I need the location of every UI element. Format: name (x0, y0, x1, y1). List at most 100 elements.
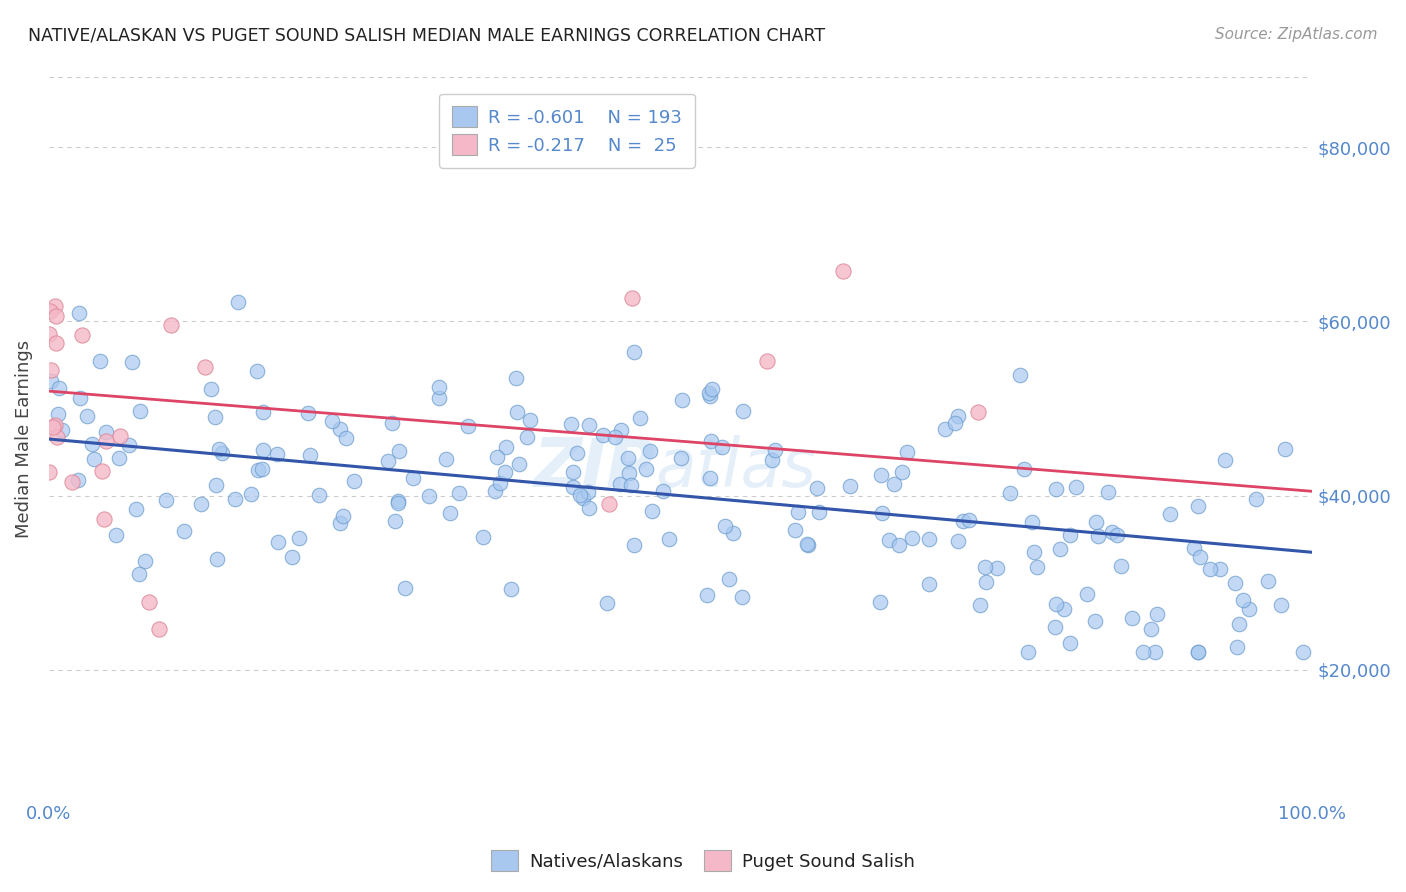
Point (226, 295, 249, 310)
Point (205, 551, 228, 566)
Text: atlas: atlas (655, 435, 817, 501)
Point (1274, 442, 1296, 456)
Point (1187, 645, 1209, 659)
Point (605, 430, 627, 444)
Point (250, 462, 273, 476)
Point (439, 506, 461, 520)
Point (1188, 549, 1211, 564)
Point (287, 531, 309, 545)
Point (39, 304, 62, 318)
Point (204, 410, 226, 425)
Point (1146, 607, 1168, 622)
Point (617, 450, 640, 465)
Point (329, 516, 352, 530)
Point (609, 476, 631, 491)
Point (427, 380, 450, 394)
Point (394, 581, 416, 595)
Point (89, 354, 111, 368)
Point (567, 446, 589, 460)
Point (1215, 453, 1237, 467)
Text: Source: ZipAtlas.com: Source: ZipAtlas.com (1215, 27, 1378, 42)
Point (870, 506, 893, 520)
Point (121, 355, 143, 369)
Point (402, 471, 425, 485)
Point (998, 486, 1021, 500)
Point (506, 405, 529, 419)
Point (39, 375, 62, 389)
Point (1017, 645, 1039, 659)
Point (1097, 485, 1119, 500)
Point (1059, 527, 1081, 541)
Point (610, 423, 633, 437)
Point (155, 492, 177, 507)
Point (335, 432, 357, 446)
Point (494, 465, 516, 479)
Point (267, 535, 290, 549)
Point (118, 438, 141, 452)
Point (457, 418, 479, 433)
Point (1159, 507, 1181, 521)
Point (60, 475, 83, 490)
Point (484, 484, 506, 499)
Point (896, 445, 918, 459)
Point (721, 526, 744, 541)
Point (1084, 614, 1107, 628)
Point (1084, 516, 1107, 530)
Point (1024, 545, 1046, 559)
Point (628, 410, 651, 425)
Point (1064, 479, 1087, 493)
Point (1026, 559, 1049, 574)
Point (1021, 515, 1043, 529)
Point (94, 425, 117, 439)
Point (377, 453, 399, 467)
Point (44, 299, 66, 313)
Point (756, 354, 779, 368)
Point (1239, 601, 1261, 615)
Point (67, 474, 90, 488)
Point (384, 514, 406, 528)
Point (808, 505, 831, 519)
Point (1226, 640, 1249, 654)
Point (786, 505, 808, 519)
Point (427, 392, 450, 406)
Point (495, 441, 517, 455)
Point (1105, 528, 1128, 542)
Point (560, 417, 582, 431)
Point (69, 391, 91, 405)
Point (596, 596, 619, 610)
Point (952, 514, 974, 528)
Point (634, 462, 657, 476)
Point (45, 335, 67, 350)
Point (623, 344, 645, 359)
Point (387, 496, 409, 510)
Point (252, 405, 274, 419)
Point (620, 478, 643, 492)
Point (562, 480, 585, 494)
Point (83, 451, 105, 466)
Point (763, 442, 786, 457)
Point (200, 383, 222, 397)
Point (105, 527, 128, 541)
Point (1049, 541, 1071, 556)
Point (1045, 597, 1067, 611)
Point (108, 450, 131, 465)
Point (1076, 587, 1098, 601)
Point (1227, 616, 1250, 631)
Point (247, 463, 270, 477)
Point (501, 582, 523, 597)
Point (1121, 610, 1143, 624)
Point (240, 487, 263, 501)
Point (447, 486, 470, 500)
Point (1087, 529, 1109, 543)
Point (44, 417, 66, 432)
Point (887, 538, 910, 552)
Point (671, 392, 693, 407)
Point (578, 501, 600, 516)
Point (669, 450, 692, 465)
Point (974, 559, 997, 574)
Point (638, 444, 661, 458)
Point (193, 359, 215, 374)
Point (108, 429, 131, 443)
Point (1270, 598, 1292, 612)
Legend: Natives/Alaskans, Puget Sound Salish: Natives/Alaskans, Puget Sound Salish (484, 843, 922, 879)
